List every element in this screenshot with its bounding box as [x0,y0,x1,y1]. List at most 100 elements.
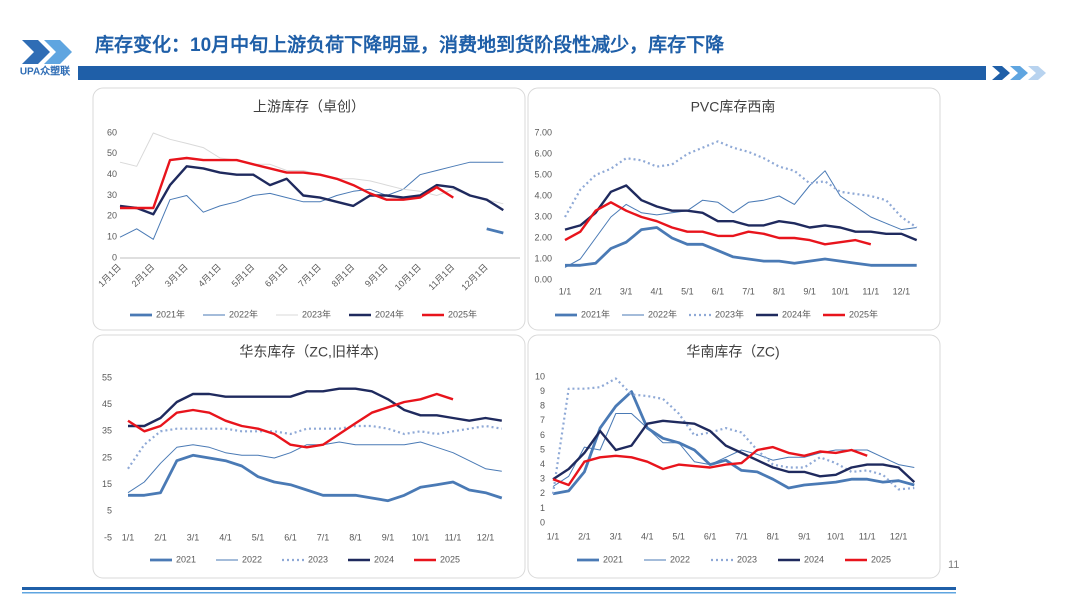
y-tick-label: 0 [112,252,117,262]
x-tick-label: 12/1 [893,286,911,296]
panel [527,334,941,579]
x-tick-label: 1/1 [559,286,572,296]
x-tick-label: 9/1 [803,286,816,296]
x-tick-label: 10/1 [412,532,430,542]
legend-label: 2024年 [782,308,811,319]
y-tick-label: 9 [540,386,545,396]
x-tick-label: 9月1日 [363,262,390,289]
x-tick-label: 8/1 [773,286,786,296]
series-line [565,226,917,267]
x-tick-label: 2/1 [154,532,167,542]
x-tick-label: 4/1 [641,531,654,541]
chart-title: 上游库存（卓创） [253,99,365,115]
x-tick-label: 8/1 [349,532,362,542]
x-tick-label: 5/1 [681,286,694,296]
x-tick-label: 9/1 [382,532,395,542]
x-tick-label: 7/1 [735,531,748,541]
legend-label: 2022 [242,554,262,564]
panel [92,87,526,331]
x-tick-label: 11/1 [859,531,876,541]
footer-line [22,592,956,594]
legend-label: 2025 [871,554,891,564]
legend-label: 2025 [440,554,460,564]
legend-label: 2025年 [448,308,477,319]
y-tick-label: 2.00 [534,232,552,242]
y-tick-label: 7 [540,415,545,425]
x-tick-label: 1/1 [547,531,560,541]
legend-label: 2024年 [375,308,404,319]
chart-title: PVC库存西南 [691,99,776,115]
series-line [564,201,872,246]
chevrons [992,66,1046,80]
y-tick-label: 10 [535,371,545,381]
series-line [551,377,915,494]
series-line [127,441,502,494]
x-tick-label: 6/1 [704,531,717,541]
x-tick-label: 12/1 [477,532,495,542]
legend-label: 2023 [308,554,328,564]
y-tick-label: 5 [107,506,112,516]
x-tick-label: 8月1日 [330,262,357,289]
series-line [552,419,916,483]
series-line [564,184,918,242]
y-tick-label: 1.00 [534,253,552,263]
series-line [128,453,503,503]
x-tick-label: 7/1 [742,286,755,296]
x-tick-label: 10/1 [827,531,845,541]
y-tick-label: 50 [107,148,117,158]
series-line [119,165,504,216]
y-tick-label: 1 [540,503,545,513]
x-tick-label: 6月1日 [263,262,290,289]
x-tick-label: 4月1日 [196,262,223,289]
legend-label: 2024 [804,554,824,564]
y-tick-label: -5 [104,532,112,542]
y-tick-label: 45 [102,399,112,409]
y-tick-label: 60 [107,127,117,137]
x-tick-label: 1月1日 [96,262,123,289]
legend-label: 2025年 [849,308,878,319]
y-tick-label: 0 [540,517,545,527]
panel [92,334,526,579]
legend-label: 2023 [737,554,757,564]
legend-label: 2021 [176,554,196,564]
x-tick-label: 2月1日 [130,262,157,289]
series-line [564,170,917,268]
x-tick-label: 11月1日 [426,262,456,292]
y-tick-label: 15 [102,479,112,489]
y-tick-label: 7.00 [534,127,552,137]
x-tick-label: 7/1 [317,532,330,542]
series-line [564,140,918,229]
chart-title: 华南库存（ZC) [686,344,779,360]
series-line [552,445,868,487]
y-tick-label: 3.00 [534,211,552,221]
x-tick-label: 10月1日 [393,262,423,292]
series-line [486,227,504,235]
x-tick-label: 7月1日 [296,262,323,289]
series-line [127,424,502,470]
x-tick-label: 4/1 [219,532,232,542]
x-tick-label: 5/1 [252,532,265,542]
x-tick-label: 2/1 [589,286,602,296]
slide-title: 库存变化：10月中旬上游负荷下降明显，消费地到货阶段性减少，库存下降 [95,33,725,56]
y-tick-label: 55 [102,372,112,382]
logo-text: UPA众塑联 [20,65,70,78]
series-line [552,390,915,496]
x-tick-label: 6/1 [284,532,297,542]
x-tick-label: 5月1日 [230,262,257,289]
legend-label: 2022年 [648,308,677,319]
y-tick-label: 25 [102,452,112,462]
y-tick-label: 6 [540,430,545,440]
y-tick-label: 4 [540,459,545,469]
x-tick-label: 9/1 [798,531,811,541]
y-tick-label: 2 [540,488,545,498]
x-tick-label: 12/1 [890,531,908,541]
legend-label: 2022 [670,554,690,564]
panel [527,87,941,331]
y-tick-label: 8 [540,401,545,411]
page-number: 11 [948,559,959,571]
series-line [120,156,454,210]
series-line [127,392,454,449]
y-tick-label: 6.00 [534,148,552,158]
y-tick-label: 20 [107,211,117,221]
